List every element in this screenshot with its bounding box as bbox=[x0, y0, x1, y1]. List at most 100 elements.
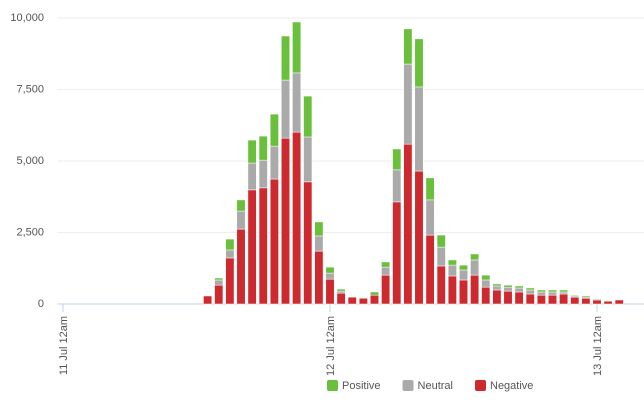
bar-segment bbox=[370, 295, 378, 304]
bar-segment bbox=[404, 64, 412, 144]
bar-segment bbox=[237, 200, 245, 211]
bar-segment bbox=[504, 287, 512, 291]
bar-segment bbox=[415, 39, 423, 87]
y-tick-label: 0 bbox=[38, 298, 44, 310]
bar-segment bbox=[326, 279, 334, 304]
bar-segment bbox=[604, 301, 612, 304]
legend-swatch bbox=[475, 380, 486, 391]
legend-swatch bbox=[327, 380, 338, 391]
bar-segment bbox=[393, 149, 401, 170]
bar-segment bbox=[281, 80, 289, 138]
bar-segment bbox=[537, 290, 545, 292]
bar-segment bbox=[270, 179, 278, 304]
bar-segment bbox=[470, 260, 478, 275]
bar-segment bbox=[426, 235, 434, 304]
bar-segment bbox=[504, 285, 512, 287]
bar-segment bbox=[226, 239, 234, 250]
bar-segment bbox=[337, 291, 345, 293]
bar-segment bbox=[493, 290, 501, 304]
bar-segment bbox=[304, 137, 312, 182]
bar-segment bbox=[515, 292, 523, 304]
bar-segment bbox=[404, 29, 412, 64]
bar-segment bbox=[615, 300, 623, 304]
bar-segment bbox=[526, 294, 534, 304]
bar-segment bbox=[292, 73, 300, 132]
bar-segment bbox=[559, 290, 567, 292]
x-tick-label: 11 Jul 12am bbox=[58, 316, 70, 375]
bar-segment bbox=[571, 295, 579, 296]
y-tick-label: 7,500 bbox=[16, 83, 44, 95]
bar-segment bbox=[448, 265, 456, 276]
bar-segment bbox=[215, 280, 223, 285]
bar-segment bbox=[548, 290, 556, 292]
y-tick-label: 5,000 bbox=[16, 155, 44, 167]
bar-segment bbox=[393, 170, 401, 202]
bar-segment bbox=[548, 292, 556, 295]
bar-segment bbox=[459, 265, 467, 270]
bar-segment bbox=[526, 288, 534, 290]
bar-segment bbox=[437, 247, 445, 266]
bar-segment bbox=[515, 286, 523, 288]
bar-segment bbox=[381, 275, 389, 304]
bar-segment bbox=[248, 140, 256, 163]
bar-segment bbox=[304, 182, 312, 304]
bar-segment bbox=[315, 222, 323, 236]
bar-segment bbox=[482, 280, 490, 287]
bar-segment bbox=[281, 138, 289, 304]
bar-segment bbox=[270, 114, 278, 146]
bar-segment bbox=[582, 296, 590, 297]
bar-segment bbox=[337, 293, 345, 304]
bar-segment bbox=[459, 280, 467, 304]
bar-segment bbox=[393, 202, 401, 304]
bar-segment bbox=[315, 236, 323, 251]
bar-segment bbox=[426, 200, 434, 235]
bar-segment bbox=[248, 163, 256, 190]
bar-segment bbox=[415, 87, 423, 171]
bar-segment bbox=[237, 229, 245, 304]
bar-segment bbox=[226, 250, 234, 258]
x-tick-label: 13 Jul 12am bbox=[592, 316, 604, 376]
bar-segment bbox=[304, 96, 312, 137]
bar-segment bbox=[593, 299, 601, 300]
bar-segment bbox=[215, 278, 223, 280]
bar-segment bbox=[315, 251, 323, 304]
bar-segment bbox=[515, 288, 523, 292]
bar-segment bbox=[526, 290, 534, 294]
bar-segment bbox=[292, 22, 300, 73]
bar-segment bbox=[259, 188, 267, 304]
bar-segment bbox=[203, 296, 211, 304]
bar-segment bbox=[370, 292, 378, 295]
bar-segment bbox=[482, 287, 490, 304]
bar-segment bbox=[426, 178, 434, 200]
bar-segment bbox=[448, 276, 456, 304]
bar-segment bbox=[326, 267, 334, 273]
bar-segment bbox=[548, 295, 556, 304]
bar-segment bbox=[571, 297, 579, 304]
bar-segment bbox=[270, 146, 278, 179]
bar-segment bbox=[493, 284, 501, 286]
bar-segment bbox=[559, 294, 567, 304]
bar-segment bbox=[448, 260, 456, 265]
bar-segment bbox=[559, 292, 567, 294]
bar-segment bbox=[348, 297, 356, 304]
y-tick-label: 10,000 bbox=[10, 12, 44, 24]
bar-segment bbox=[215, 285, 223, 304]
y-tick-label: 2,500 bbox=[16, 226, 44, 238]
bar-segment bbox=[437, 235, 445, 247]
x-tick-label: 12 Jul 12am bbox=[325, 316, 337, 376]
bar-segment bbox=[381, 267, 389, 275]
bar-segment bbox=[470, 275, 478, 304]
bar-segment bbox=[248, 190, 256, 304]
legend-label: Neutral bbox=[418, 380, 453, 392]
bar-segment bbox=[504, 291, 512, 304]
bar-segment bbox=[493, 286, 501, 290]
bar-segment bbox=[359, 298, 367, 304]
bar-segment bbox=[237, 211, 245, 229]
bar-segment bbox=[459, 270, 467, 280]
bar-segment bbox=[470, 254, 478, 260]
bar-segment bbox=[537, 295, 545, 304]
bar-segment bbox=[415, 171, 423, 304]
bar-segment bbox=[259, 160, 267, 188]
bar-segment bbox=[404, 144, 412, 304]
